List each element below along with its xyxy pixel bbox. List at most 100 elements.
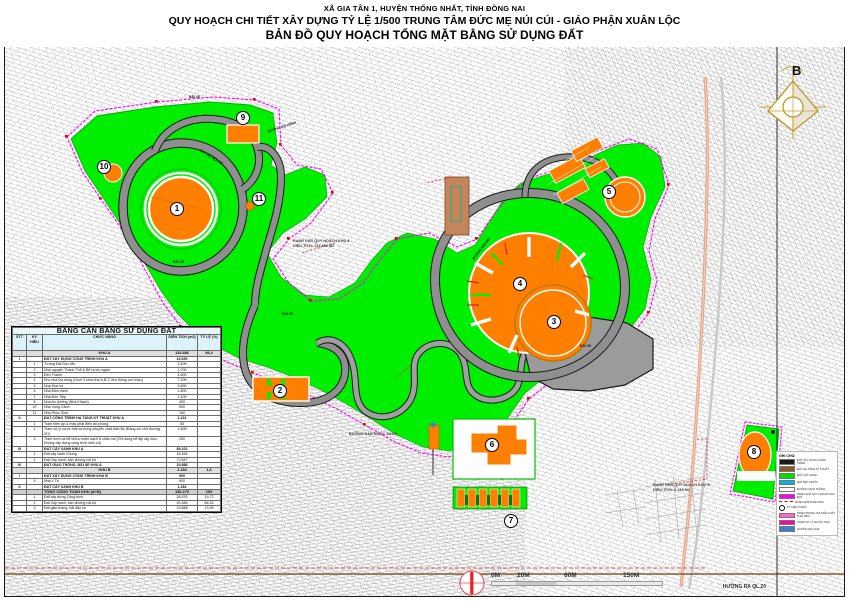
cell-ty-le: 98,4 xyxy=(197,350,221,357)
technical-parcel-inner xyxy=(450,186,462,222)
highway-secondary xyxy=(687,76,726,590)
direction-label-ql20: HƯỚNG RA QL.20 xyxy=(722,584,766,590)
table-row: 2 Đất Cây xanh, sân đường nội bộ 90.386 66,… xyxy=(12,499,221,507)
legend-label-10: HƯỚNG RA QL20 xyxy=(797,527,820,531)
legend-label-0: ĐẤT XÂY DỰNG CÔNG TRÌNH xyxy=(797,458,827,466)
annotation-khu-a-boundary: RANH GIỚI QUY HOẠCH KHU A DIỆN TÍCH: 134… xyxy=(293,239,350,248)
table-row: I ĐẤT XÂY DỰNG CÔNG TRÌNH KHU A 24.690 xyxy=(12,355,221,363)
marker-7[interactable]: 7 xyxy=(504,514,518,528)
colonnade-blocks-upper-right xyxy=(548,136,610,205)
legend-row-9: TRẠM XỬ LÝ NƯỚC THẢI xyxy=(779,519,835,526)
cell-dien-tich: 250 xyxy=(166,435,198,447)
legend-label-9: TRẠM XỬ LÝ NƯỚC THẢI xyxy=(797,520,830,524)
cell-chuc-nang: Trạm bơm và bể chứa nước sạch ở chân núi… xyxy=(42,435,167,447)
scale-bar-group: 0M 20M 60M 150M xyxy=(459,570,663,596)
legend-swatch-10 xyxy=(779,526,795,532)
header-stt: STT xyxy=(12,334,27,352)
scale-tick-0: 0M xyxy=(491,572,501,579)
table-row: TỔNG CỘNG TOÀN KHU (A+B) 136.270 100 xyxy=(12,488,221,496)
table-row: IV ĐẤT GIAO THÔNG, BÃI XE KHU A 19.888 xyxy=(12,461,221,469)
scale-tick-20: 20M xyxy=(517,572,530,579)
title-block: XÃ GIA TÂN 1, HUYỆN THỐNG NHẤT, TỈNH ĐỒN… xyxy=(0,0,849,47)
cell-ty-le xyxy=(197,420,221,428)
label-bai-xe-3: BÃI XE xyxy=(282,312,294,316)
north-arrow-symbol xyxy=(459,570,485,596)
cell-dien-tich: 1.600 xyxy=(166,426,198,437)
table-row: 1 Tượng Đài Đức Mẹ 3.400 xyxy=(12,361,221,368)
header-chuc-nang: CHỨC NĂNG xyxy=(42,334,167,352)
land-use-balance-table: BẢNG CÂN BẰNG SỬ DỤNG ĐẤT STT KÝ HIỆU CH… xyxy=(11,326,222,513)
legend-swatch-8 xyxy=(779,512,795,519)
balance-caption-row: BẢNG CÂN BẰNG SỬ DỤNG ĐẤT xyxy=(12,327,221,336)
cell-ty-le: 19,72 xyxy=(197,494,221,501)
cell-ty-le xyxy=(197,435,221,447)
cell-ty-le xyxy=(197,426,221,437)
marker-1[interactable]: 1 xyxy=(170,202,184,216)
compass-graphic xyxy=(760,66,826,139)
legend-row-8: TRẠM TRUNG CHUYỂN CHẤT THẢI RẮN xyxy=(779,512,835,518)
building-6-nha-dieu-hanh xyxy=(470,424,528,466)
marker-4[interactable]: 4 xyxy=(513,277,527,291)
map-legend-title: GHI CHÚ: xyxy=(779,453,796,458)
technical-strip-near-6 xyxy=(428,422,440,475)
legend-row-5: RANH GIỚI QUY HOẠCH KHU ĐẤT xyxy=(779,493,835,499)
table-row: 3 Trạm bơm và bể chứa nước sạch ở chân nú… xyxy=(12,435,221,447)
marker-5[interactable]: 5 xyxy=(602,185,616,199)
marker-9[interactable]: 9 xyxy=(236,111,250,125)
legend-row-1: ĐẤT HẠ TẦNG KỸ THUẬT xyxy=(779,466,835,473)
khu-b-white-strip xyxy=(737,471,775,481)
road-connector-north-zone5-surface xyxy=(522,154,622,198)
legend-row-4: ĐƯỜNG GIAO THÔNG xyxy=(779,486,835,493)
map-geometry xyxy=(5,47,844,596)
title-subheader: XÃ GIA TÂN 1, HUYỆN THỐNG NHẤT, TỈNH ĐỒN… xyxy=(323,4,526,13)
label-bai-xe-2: BÃI XE xyxy=(189,95,201,99)
balance-table: BẢNG CÂN BẰNG SỬ DỤNG ĐẤT STT KÝ HIỆU CH… xyxy=(12,327,221,512)
cell-chuc-nang: Đất giao thông, bãi đậu xe xyxy=(42,505,167,512)
cell-ty-le: 100 xyxy=(197,488,221,496)
colonnade-grid-lines xyxy=(540,146,602,196)
table-row: 1 Trạm biến áp & máy phát điện dự phòng 55 xyxy=(12,420,221,428)
legend-swatch-7 xyxy=(779,505,785,512)
table-row: 4 Khu nhà Đa dụng (Gồm 3 khối nhà A-B-C l… xyxy=(12,377,221,384)
legend-label-6: RANH GIỚI PHÂN KHU xyxy=(795,500,824,504)
building-11-nha-phuc-sinh xyxy=(245,201,255,211)
marker-10[interactable]: 10 xyxy=(97,160,111,174)
legend-swatch-9 xyxy=(779,519,795,526)
header-dien-tich: DIỆN TÍCH (m2) xyxy=(166,334,198,352)
legend-swatch-5 xyxy=(779,493,795,500)
building-monument-ring xyxy=(143,171,219,247)
marker-3[interactable]: 3 xyxy=(547,315,561,329)
marker-6[interactable]: 6 xyxy=(485,438,499,452)
legend-swatch-1 xyxy=(779,466,795,473)
highway-main-center xyxy=(680,76,708,588)
green-zone-edge-shadow xyxy=(70,101,274,140)
technical-parcel-brown xyxy=(444,176,470,236)
road-ring-cathedral-surface xyxy=(430,188,630,382)
legend-label-4: ĐƯỜNG GIAO THÔNG xyxy=(797,487,826,491)
legend-swatch-2 xyxy=(779,473,795,479)
cell-ky-hieu: 3 xyxy=(26,435,43,447)
road-east-descent-surface xyxy=(252,143,285,306)
boundary-khu-b xyxy=(729,421,783,503)
legend-label-2: ĐẤT CÂY XANH xyxy=(797,474,817,478)
scale-tick-labels: 0M 20M 60M 150M xyxy=(491,572,663,581)
legend-swatch-4 xyxy=(779,486,795,493)
marker-11[interactable]: 11 xyxy=(252,192,266,206)
table-row: 2 Trạm xử lý nước thải và trung chuyển ch… xyxy=(12,426,221,437)
table-row: 2 Nhà nguyện Thánh Thể & Bể nước ngầm 1.70… xyxy=(12,366,221,374)
cell-stt xyxy=(12,435,27,447)
cell-stt xyxy=(12,505,27,512)
complex-radial-slots-green xyxy=(471,242,563,297)
cell-ty-le: 13,95 xyxy=(197,505,221,512)
label-bai-xe-1: BÃI XE xyxy=(173,260,185,264)
table-row: KHU B 2.184 1,6 xyxy=(12,467,221,474)
cell-ky-hieu: 2 xyxy=(26,426,43,437)
highway-main xyxy=(679,76,709,588)
marker-2[interactable]: 2 xyxy=(273,384,287,398)
header-ty-le: TỶ LỆ (%) xyxy=(197,334,221,352)
balance-header-row: STT KÝ HIỆU CHỨC NĂNG DIỆN TÍCH (m2) TỶ … xyxy=(12,334,221,352)
drawing-frame: 1 2 3 4 5 6 7 8 9 10 11 RANH GIỚI QUY HO… xyxy=(4,46,845,597)
road-serpentine-pilgrim-surface xyxy=(315,337,528,420)
marker-8[interactable]: 8 xyxy=(747,445,761,459)
legend-label-5: RANH GIỚI QUY HOẠCH KHU ĐẤT xyxy=(797,493,835,500)
